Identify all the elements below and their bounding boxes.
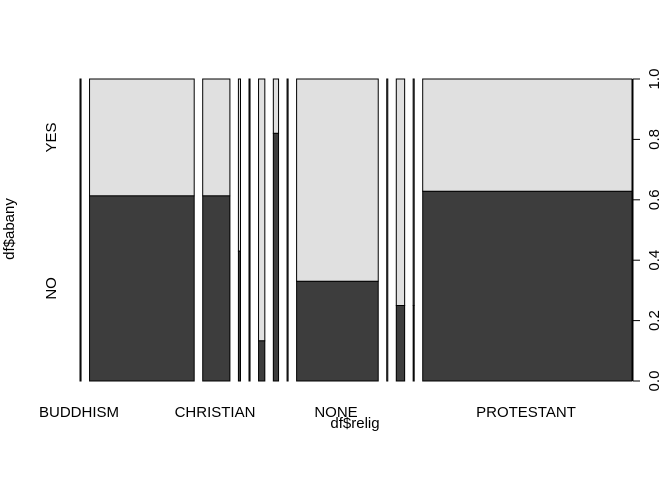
bar-no-segment-6 (272, 132, 280, 382)
x-tick-labels: BUDDHISM CHRISTIAN NONE PROTESTANT (39, 404, 576, 421)
bar-no-segment-8 (296, 280, 379, 382)
right-axis-tick-label-5: 1.0 (646, 69, 663, 90)
y-axis-label: df$abany (1, 198, 18, 260)
right-axis: 0.0 0.2 0.4 0.6 0.8 1.0 (632, 69, 663, 392)
y-category-labels: NO YES (43, 122, 60, 299)
bar-no-segment-11 (412, 305, 415, 382)
right-axis-tick-label-1: 0.2 (646, 310, 663, 331)
bar-yes-segment-5 (258, 78, 266, 342)
bar-yes-segment-11 (412, 78, 415, 306)
x-tick-label-buddhism: BUDDHISM (39, 404, 119, 421)
bar-yes-segment-1 (89, 78, 195, 197)
right-axis-tick-label-2: 0.4 (646, 250, 663, 271)
bar-yes-segment-9 (386, 78, 389, 382)
bar-no-segment-2 (202, 195, 231, 382)
bar-yes-segment-0 (79, 78, 82, 382)
bar-no-segment-1 (89, 195, 195, 382)
right-axis-tick-label-4: 0.8 (646, 129, 663, 150)
right-axis-tick-label-3: 0.6 (646, 189, 663, 210)
bar-no-segment-12 (422, 190, 633, 382)
bar-yes-segment-10 (395, 78, 406, 306)
x-tick-label-christian: CHRISTIAN (175, 404, 256, 421)
bars-group (79, 78, 633, 382)
x-tick-label-protestant: PROTESTANT (476, 404, 576, 421)
y-category-label-yes: YES (43, 122, 60, 152)
bar-yes-segment-7 (286, 78, 289, 382)
bar-no-segment-10 (395, 305, 406, 382)
bar-yes-segment-12 (422, 78, 633, 192)
bar-yes-segment-4 (248, 78, 251, 382)
bar-no-segment-5 (258, 340, 266, 382)
bar-yes-segment-6 (272, 78, 280, 134)
bar-yes-segment-2 (202, 78, 231, 197)
x-axis-label: df$relig (330, 415, 379, 432)
y-category-label-no: NO (43, 277, 60, 300)
bar-yes-segment-8 (296, 78, 379, 282)
right-axis-tick-label-0: 0.0 (646, 371, 663, 392)
bar-no-segment-3 (237, 250, 242, 382)
x-tick-label-none: NONE (314, 404, 357, 421)
bar-yes-segment-3 (237, 78, 242, 252)
